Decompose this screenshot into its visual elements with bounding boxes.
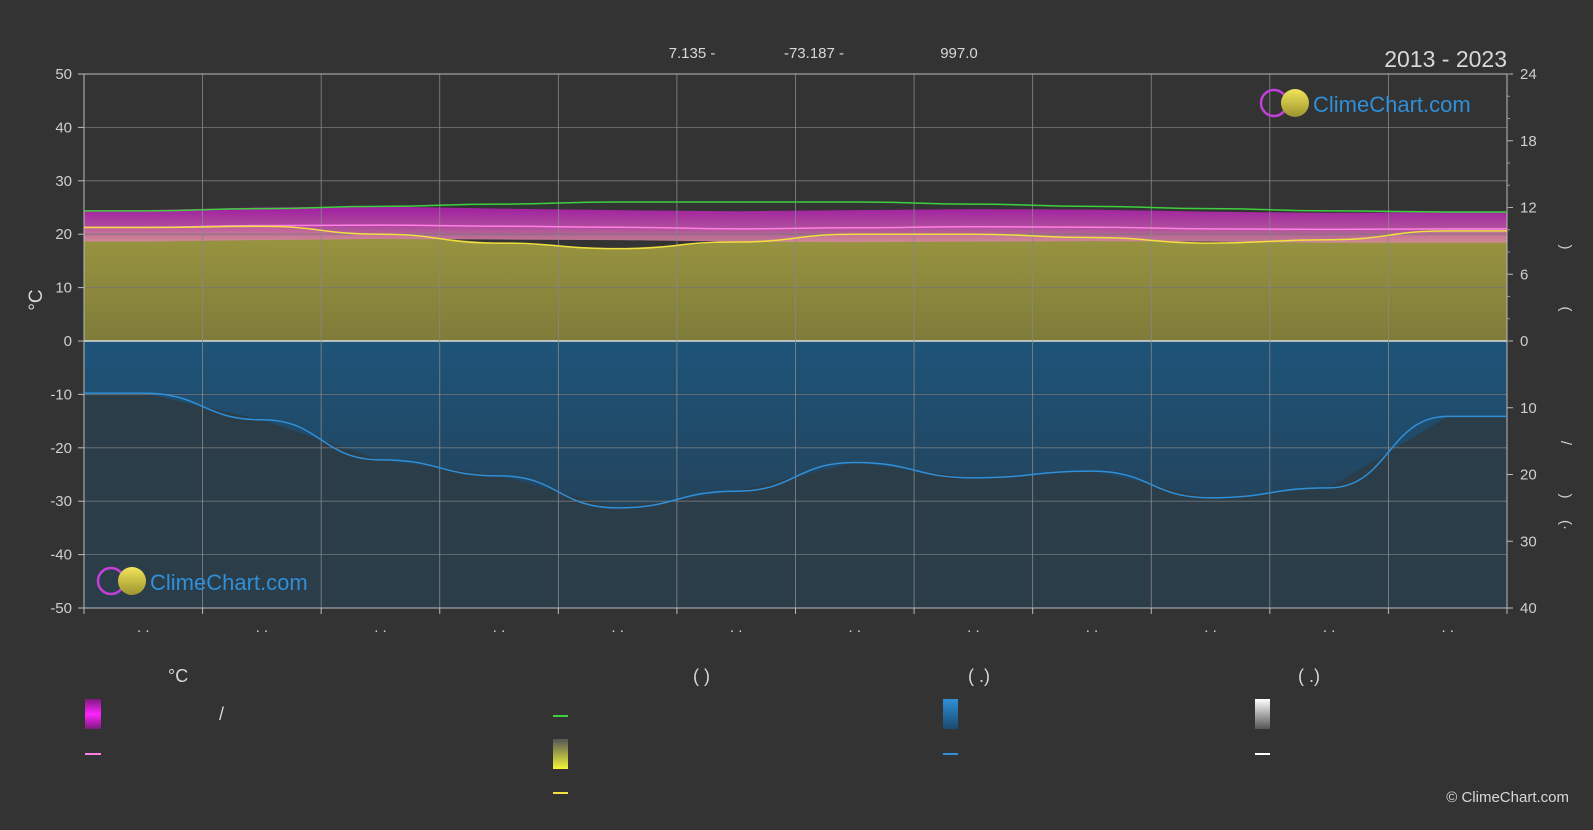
right-axis-mark-5: (· xyxy=(1557,520,1574,530)
right-tick-label-precip: 40 xyxy=(1520,600,1537,617)
left-tick-label: -30 xyxy=(50,493,72,510)
month-label: . . xyxy=(137,619,150,636)
plot-lines xyxy=(83,201,1507,509)
right-tick-label-hours: 0 xyxy=(1520,333,1528,350)
month-label: . . xyxy=(1441,619,1454,636)
right-tick-label-hours: 24 xyxy=(1520,66,1537,83)
legend-title-temperature: °C xyxy=(168,666,188,686)
legend-swatch-temp-range xyxy=(85,699,101,729)
month-label: . . xyxy=(256,619,269,636)
legend-title-snow: ( .) xyxy=(1298,666,1320,686)
month-label: . . xyxy=(967,619,980,636)
precipitation-line xyxy=(83,392,1507,509)
left-tick-label: 0 xyxy=(64,333,72,350)
logo-sun-icon xyxy=(1281,89,1309,117)
left-tick-label: -40 xyxy=(50,547,72,564)
right-tick-label-precip: 30 xyxy=(1520,533,1537,550)
left-tick-label: 50 xyxy=(55,66,72,83)
left-tick-label: 40 xyxy=(55,119,72,136)
copyright: © ClimeChart.com xyxy=(1446,789,1569,806)
brand-name-bottom: ClimeChart.com xyxy=(150,570,308,595)
right-axis-mark-4: ) xyxy=(1557,494,1574,499)
latitude-label: 7.135 - xyxy=(669,45,716,62)
left-tick-label: 10 xyxy=(55,280,72,297)
legend-swatch-rain xyxy=(943,699,958,729)
month-label: . . xyxy=(730,619,743,636)
left-tick-label: -20 xyxy=(50,440,72,457)
sunshine-line xyxy=(84,225,1507,250)
right-axis-mark-1: ) xyxy=(1557,245,1574,250)
right-axis: 24 18 12 6 0 10 20 30 40 xyxy=(1507,66,1537,617)
right-axis-mark-2: ( xyxy=(1557,307,1574,312)
year-range: 2013 - 2023 xyxy=(1384,46,1507,72)
brand-logo-top: ClimeChart.com xyxy=(1259,88,1471,118)
daylight-line xyxy=(84,201,1507,213)
brand-logo-bottom: ClimeChart.com xyxy=(96,566,308,596)
left-axis: 50 40 30 20 10 0 -10 -20 -30 -40 -50 xyxy=(50,66,84,617)
elevation-label: 997.0 xyxy=(940,45,978,62)
logo-sun-icon xyxy=(118,567,146,595)
legend: °C ( ) ( .) ( .) / xyxy=(85,666,1320,794)
legend-swatch-snow xyxy=(1255,699,1270,729)
left-tick-label: 30 xyxy=(55,173,72,190)
right-tick-label-precip: 20 xyxy=(1520,467,1537,484)
month-label: . . xyxy=(374,619,387,636)
legend-title-sunshine: ( ) xyxy=(693,666,710,686)
right-axis-mark-3: / xyxy=(1557,441,1574,446)
longitude-label: -73.187 - xyxy=(784,45,844,62)
legend-title-rain: ( .) xyxy=(968,666,990,686)
brand-name-top: ClimeChart.com xyxy=(1313,92,1471,117)
month-label: . . xyxy=(611,619,624,636)
month-label: . . xyxy=(849,619,862,636)
legend-swatch-sunshine xyxy=(553,739,568,769)
month-label: . . xyxy=(1323,619,1336,636)
right-tick-label-precip: 10 xyxy=(1520,400,1537,417)
left-axis-unit: °C xyxy=(26,289,47,310)
month-label: . . xyxy=(493,619,506,636)
right-tick-label-hours: 18 xyxy=(1520,133,1537,150)
left-tick-label: -10 xyxy=(50,386,72,403)
month-axis: . . . . . . . . . . . . . . . . . . . . . . . . xyxy=(83,608,1508,636)
legend-text-temp-range: / xyxy=(219,704,224,724)
month-label: . . xyxy=(1086,619,1099,636)
right-tick-label-hours: 12 xyxy=(1520,200,1537,217)
right-tick-label-hours: 6 xyxy=(1520,266,1528,283)
month-label: . . xyxy=(1204,619,1217,636)
temperature-mean-line xyxy=(83,224,1507,231)
left-tick-label: -50 xyxy=(50,600,72,617)
left-tick-label: 20 xyxy=(55,226,72,243)
